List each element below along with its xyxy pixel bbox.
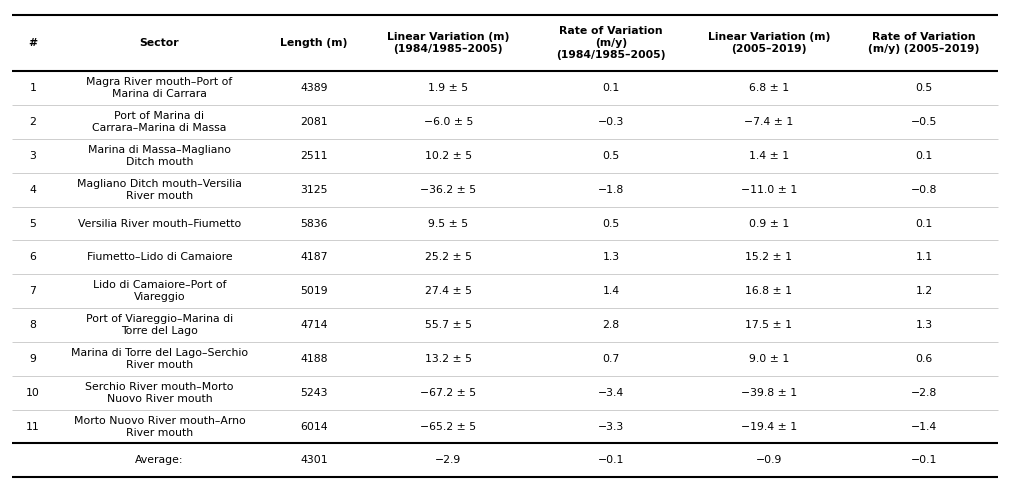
- Text: 2: 2: [29, 117, 36, 127]
- Text: Serchio River mouth–Morto
Nuovo River mouth: Serchio River mouth–Morto Nuovo River mo…: [85, 382, 233, 403]
- Text: 2081: 2081: [300, 117, 327, 127]
- Text: 1.3: 1.3: [915, 320, 932, 330]
- Text: 6014: 6014: [300, 422, 327, 431]
- Text: Rate of Variation
(m/y) (2005–2019): Rate of Variation (m/y) (2005–2019): [869, 32, 980, 54]
- Text: 0.5: 0.5: [602, 218, 619, 229]
- Text: Marina di Torre del Lago–Serchio
River mouth: Marina di Torre del Lago–Serchio River m…: [71, 348, 248, 370]
- Text: −11.0 ± 1: −11.0 ± 1: [740, 184, 797, 195]
- Text: 4188: 4188: [300, 354, 327, 364]
- Text: 2.8: 2.8: [602, 320, 619, 330]
- Text: 15.2 ± 1: 15.2 ± 1: [745, 252, 792, 262]
- Text: −65.2 ± 5: −65.2 ± 5: [420, 422, 477, 431]
- Text: 4187: 4187: [300, 252, 327, 262]
- Text: 13.2 ± 5: 13.2 ± 5: [425, 354, 472, 364]
- Text: #: #: [28, 38, 37, 48]
- Text: 4301: 4301: [300, 455, 327, 465]
- Text: 1: 1: [29, 83, 36, 93]
- Text: −2.8: −2.8: [911, 388, 937, 398]
- Text: 4714: 4714: [300, 320, 327, 330]
- Text: 6.8 ± 1: 6.8 ± 1: [748, 83, 789, 93]
- Text: 7: 7: [29, 286, 36, 296]
- Text: −0.1: −0.1: [598, 455, 624, 465]
- Text: −0.5: −0.5: [911, 117, 937, 127]
- Text: −6.0 ± 5: −6.0 ± 5: [423, 117, 473, 127]
- Text: −19.4 ± 1: −19.4 ± 1: [740, 422, 797, 431]
- Text: −67.2 ± 5: −67.2 ± 5: [420, 388, 477, 398]
- Text: −3.4: −3.4: [598, 388, 624, 398]
- Text: 0.1: 0.1: [602, 83, 619, 93]
- Text: 9.5 ± 5: 9.5 ± 5: [428, 218, 469, 229]
- Text: Sector: Sector: [139, 38, 180, 48]
- Text: 10: 10: [26, 388, 39, 398]
- Text: 1.3: 1.3: [602, 252, 619, 262]
- Text: 0.9 ± 1: 0.9 ± 1: [748, 218, 789, 229]
- Text: Versilia River mouth–Fiumetto: Versilia River mouth–Fiumetto: [78, 218, 241, 229]
- Text: −39.8 ± 1: −39.8 ± 1: [740, 388, 797, 398]
- Text: 3125: 3125: [300, 184, 327, 195]
- Text: Rate of Variation
(m/y)
(1984/1985–2005): Rate of Variation (m/y) (1984/1985–2005): [557, 26, 666, 60]
- Text: −2.9: −2.9: [435, 455, 462, 465]
- Text: −1.8: −1.8: [598, 184, 624, 195]
- Text: 5836: 5836: [300, 218, 327, 229]
- Text: 55.7 ± 5: 55.7 ± 5: [425, 320, 472, 330]
- Text: −7.4 ± 1: −7.4 ± 1: [744, 117, 793, 127]
- Text: 0.7: 0.7: [602, 354, 619, 364]
- Text: 1.9 ± 5: 1.9 ± 5: [428, 83, 469, 93]
- Text: Magra River mouth–Port of
Marina di Carrara: Magra River mouth–Port of Marina di Carr…: [87, 77, 232, 99]
- Text: Linear Variation (m)
(2005–2019): Linear Variation (m) (2005–2019): [707, 32, 830, 54]
- Text: 17.5 ± 1: 17.5 ± 1: [745, 320, 792, 330]
- Text: 10.2 ± 5: 10.2 ± 5: [425, 151, 472, 161]
- Text: 25.2 ± 5: 25.2 ± 5: [425, 252, 472, 262]
- Text: −36.2 ± 5: −36.2 ± 5: [420, 184, 477, 195]
- Text: 1.4 ± 1: 1.4 ± 1: [748, 151, 789, 161]
- Text: 11: 11: [26, 422, 39, 431]
- Text: Marina di Massa–Magliano
Ditch mouth: Marina di Massa–Magliano Ditch mouth: [88, 145, 231, 167]
- Text: Morto Nuovo River mouth–Arno
River mouth: Morto Nuovo River mouth–Arno River mouth: [74, 416, 245, 437]
- Text: Fiumetto–Lido di Camaiore: Fiumetto–Lido di Camaiore: [87, 252, 232, 262]
- Text: 27.4 ± 5: 27.4 ± 5: [425, 286, 472, 296]
- Text: −0.9: −0.9: [755, 455, 782, 465]
- Text: Average:: Average:: [135, 455, 184, 465]
- Text: 1.2: 1.2: [915, 286, 932, 296]
- Text: 0.5: 0.5: [915, 83, 932, 93]
- Text: 2511: 2511: [300, 151, 327, 161]
- Text: Linear Variation (m)
(1984/1985–2005): Linear Variation (m) (1984/1985–2005): [387, 32, 509, 54]
- Text: Magliano Ditch mouth–Versilia
River mouth: Magliano Ditch mouth–Versilia River mout…: [77, 179, 242, 201]
- Text: −0.3: −0.3: [598, 117, 624, 127]
- Text: 0.1: 0.1: [915, 151, 932, 161]
- Text: 0.1: 0.1: [915, 218, 932, 229]
- Text: −0.8: −0.8: [911, 184, 937, 195]
- Text: −1.4: −1.4: [911, 422, 937, 431]
- Text: 9.0 ± 1: 9.0 ± 1: [748, 354, 789, 364]
- Text: 5243: 5243: [300, 388, 327, 398]
- Text: 5019: 5019: [300, 286, 327, 296]
- Text: −0.1: −0.1: [911, 455, 937, 465]
- Text: 3: 3: [29, 151, 36, 161]
- Text: 0.6: 0.6: [915, 354, 932, 364]
- Text: Port of Marina di
Carrara–Marina di Massa: Port of Marina di Carrara–Marina di Mass…: [92, 111, 226, 133]
- Text: −3.3: −3.3: [598, 422, 624, 431]
- Text: 8: 8: [29, 320, 36, 330]
- Text: 6: 6: [29, 252, 36, 262]
- Text: 5: 5: [29, 218, 36, 229]
- Text: 16.8 ± 1: 16.8 ± 1: [745, 286, 792, 296]
- Text: 1.4: 1.4: [602, 286, 619, 296]
- Text: Length (m): Length (m): [280, 38, 347, 48]
- Text: 4389: 4389: [300, 83, 327, 93]
- Text: 1.1: 1.1: [915, 252, 932, 262]
- Text: 0.5: 0.5: [602, 151, 619, 161]
- Text: 9: 9: [29, 354, 36, 364]
- Text: Port of Viareggio–Marina di
Torre del Lago: Port of Viareggio–Marina di Torre del La…: [86, 314, 233, 336]
- Text: 4: 4: [29, 184, 36, 195]
- Text: Lido di Camaiore–Port of
Viareggio: Lido di Camaiore–Port of Viareggio: [93, 280, 226, 302]
